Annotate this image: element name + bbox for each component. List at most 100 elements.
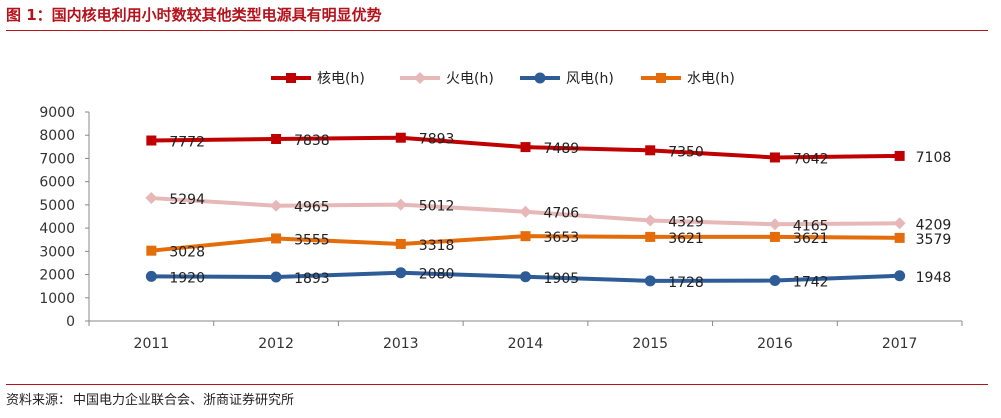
data-point: [395, 238, 406, 249]
data-label: 3318: [419, 238, 455, 254]
data-point: [395, 267, 407, 279]
data-label: 7772: [169, 135, 205, 151]
data-point: [270, 271, 282, 283]
x-tick-label: 2016: [757, 336, 793, 352]
series-3: 3028 3555 3318 3653 3621 3621 3579: [146, 230, 951, 261]
legend-marker: [286, 73, 296, 83]
y-tick-label: 0: [66, 314, 75, 330]
data-label: 4209: [916, 217, 952, 233]
series-2: 1920 1893 2080 1905 1728 1742 1948: [145, 267, 952, 291]
legend-label: 火电(h): [446, 71, 494, 87]
data-point: [644, 214, 657, 227]
data-label: 7489: [544, 141, 580, 157]
data-label: 3621: [668, 231, 704, 247]
data-label: 4965: [294, 200, 330, 216]
x-tick-label: 2015: [632, 336, 668, 352]
source-text: 中国电力企业联合会、浙商证券研究所: [73, 393, 295, 408]
chart-legend: 核电(h) 火电(h) 风电(h) 水电(h): [271, 71, 735, 87]
data-label: 4165: [793, 218, 829, 234]
data-label: 1728: [668, 275, 704, 291]
data-label: 1948: [916, 270, 952, 286]
y-tick-label: 4000: [39, 221, 75, 237]
data-label: 1920: [169, 270, 205, 286]
data-label: 7108: [916, 150, 952, 166]
data-label: 1742: [793, 275, 829, 291]
data-point: [394, 198, 407, 211]
data-point: [146, 245, 157, 256]
y-tick-label: 1000: [39, 291, 75, 307]
title-divider: [6, 30, 988, 31]
y-tick-label: 6000: [39, 175, 75, 191]
data-label: 1905: [544, 271, 580, 287]
data-label: 1893: [294, 271, 330, 287]
legend-item: 火电(h): [400, 71, 494, 87]
data-label: 3555: [294, 232, 330, 248]
y-tick-label: 9000: [39, 105, 75, 121]
figure-title: 图 1：国内核电利用小时数较其他类型电源具有明显优势: [6, 6, 382, 24]
data-label: 3579: [916, 232, 952, 248]
x-tick-label: 2012: [258, 336, 294, 352]
data-label: 4706: [544, 206, 580, 222]
data-point: [270, 199, 283, 212]
data-label: 7042: [793, 151, 829, 167]
data-point: [893, 217, 906, 230]
y-tick-label: 5000: [39, 198, 75, 214]
y-tick-label: 2000: [39, 268, 75, 284]
data-point: [520, 271, 531, 283]
legend-label: 水电(h): [687, 71, 735, 87]
data-point: [146, 135, 157, 146]
data-point: [271, 233, 282, 244]
data-point: [769, 152, 780, 163]
data-point: [768, 218, 781, 231]
legend-item: 风电(h): [520, 71, 614, 87]
data-point: [769, 275, 781, 287]
x-axis: 2011 2012 2013 2014 2015 2016 2017: [88, 320, 963, 352]
x-tick-label: 2017: [882, 336, 918, 352]
data-label: 3621: [793, 231, 829, 247]
data-point: [894, 232, 905, 243]
data-point: [894, 270, 906, 282]
legend-label: 核电(h): [317, 71, 365, 87]
x-tick-label: 2011: [134, 336, 170, 352]
data-point: [271, 133, 282, 144]
data-label: 2080: [419, 267, 455, 283]
series-1: 5294 4965 5012 4706 4329 4165 4209: [145, 192, 951, 234]
data-point: [645, 231, 656, 242]
data-label: 3653: [544, 230, 580, 246]
data-point: [520, 142, 531, 153]
series-0: 7772 7838 7893 7489 7350 7042 7108: [146, 132, 952, 167]
source-label: 资料来源：: [6, 393, 72, 408]
data-point: [395, 132, 406, 143]
legend-marker: [656, 73, 666, 83]
data-point: [145, 270, 157, 282]
y-axis: 0 1000 2000 3000 4000 5000 6000 7000 8000 9000: [39, 105, 90, 330]
data-label: 7838: [294, 133, 330, 149]
data-point: [520, 231, 531, 242]
plot-area: 7772 7838 7893 7489 7350 7042 7108 5294 4965 5012…: [145, 132, 951, 291]
data-point: [645, 145, 656, 156]
data-point: [644, 275, 656, 287]
data-point: [769, 231, 780, 242]
data-label: 5012: [419, 199, 455, 215]
legend-label: 风电(h): [566, 71, 614, 87]
data-point: [894, 150, 905, 161]
data-point: [519, 205, 532, 218]
y-tick-label: 7000: [39, 151, 75, 167]
legend-marker: [414, 72, 426, 84]
data-label: 3028: [169, 245, 205, 261]
x-tick-label: 2013: [383, 336, 419, 352]
y-tick-label: 3000: [39, 244, 75, 260]
data-label: 7893: [419, 132, 455, 148]
data-label: 4329: [668, 214, 704, 230]
data-label: 5294: [169, 192, 205, 208]
legend-item: 水电(h): [641, 71, 735, 87]
data-point: [145, 192, 158, 205]
source-note: 资料来源： 中国电力企业联合会、浙商证券研究所: [6, 389, 296, 408]
legend-marker: [534, 72, 546, 84]
data-label: 7350: [668, 144, 704, 160]
legend-item: 核电(h): [271, 71, 365, 87]
y-tick-label: 8000: [39, 128, 75, 144]
x-tick-label: 2014: [508, 336, 544, 352]
source-divider: [6, 384, 988, 385]
